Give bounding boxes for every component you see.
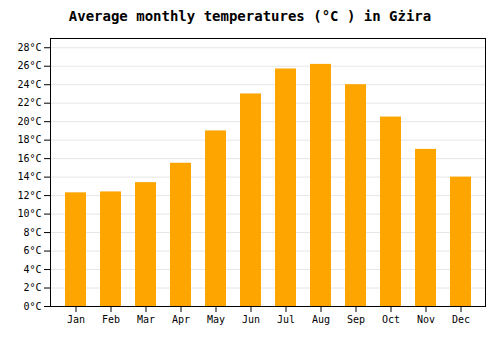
svg-text:Mar: Mar [137,314,155,325]
svg-text:Jul: Jul [277,314,295,325]
svg-text:14°C: 14°C [17,171,41,182]
svg-text:Oct: Oct [382,314,400,325]
svg-text:16°C: 16°C [17,153,41,164]
svg-text:28°C: 28°C [17,42,41,53]
svg-text:4°C: 4°C [23,264,41,275]
svg-text:10°C: 10°C [17,208,41,219]
svg-text:20°C: 20°C [17,116,41,127]
svg-text:Aug: Aug [312,314,330,325]
svg-text:0°C: 0°C [23,301,41,312]
svg-text:Dec: Dec [452,314,470,325]
svg-text:May: May [207,314,225,325]
svg-text:Jan: Jan [67,314,85,325]
svg-text:12°C: 12°C [17,190,41,201]
svg-text:Sep: Sep [347,314,365,325]
svg-text:8°C: 8°C [23,227,41,238]
html-text:Average monthly temperatures (: Average monthly temperatures (°C ) in Gż… [68,8,432,24]
svg-text:2°C: 2°C [23,282,41,293]
svg-text:Jun: Jun [242,314,260,325]
svg-text:18°C: 18°C [17,134,41,145]
svg-text:6°C: 6°C [23,245,41,256]
svg-text:Apr: Apr [172,314,190,325]
svg-text:24°C: 24°C [17,79,41,90]
svg-text:Nov: Nov [417,314,435,325]
svg-text:Feb: Feb [102,314,120,325]
svg-text:26°C: 26°C [17,60,41,71]
svg-text:22°C: 22°C [17,97,41,108]
